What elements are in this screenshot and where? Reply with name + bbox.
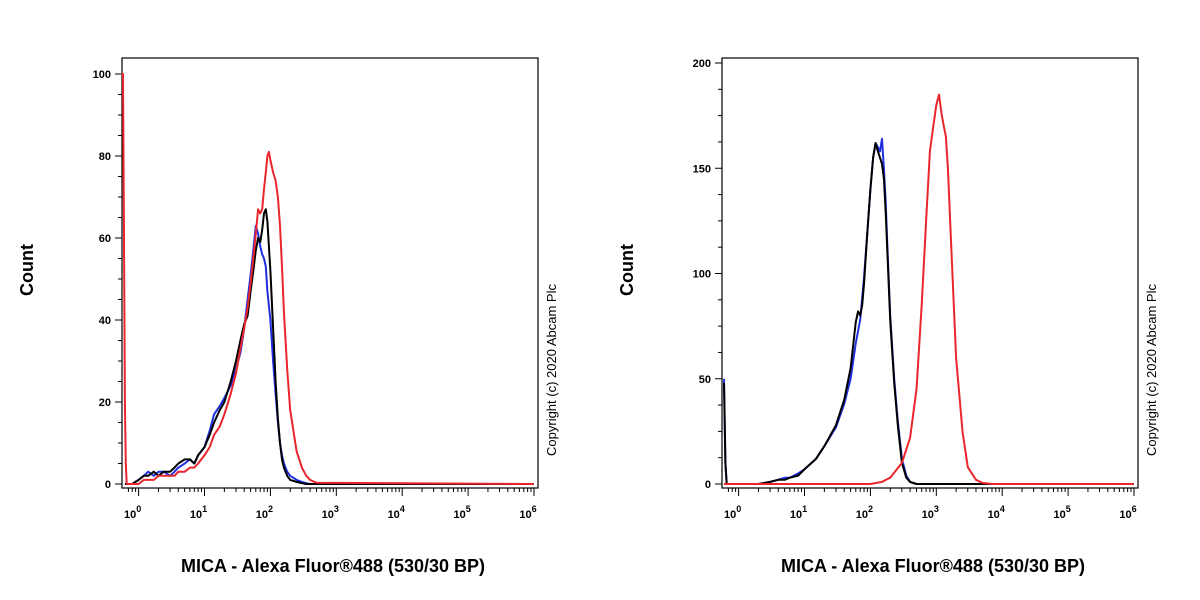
y-ticks: 0 20 40 60 80 100 (93, 69, 122, 491)
y-tick-label: 150 (693, 163, 711, 175)
x-tick-label: 102 (856, 504, 873, 521)
y-tick-label: 60 (99, 233, 111, 245)
x-tick-label: 100 (724, 504, 741, 521)
plot-frame (721, 57, 1139, 489)
series-line-black (124, 208, 534, 485)
series-line-black (723, 142, 1134, 485)
y-tick-label: 200 (693, 58, 711, 70)
y-tick-label: 100 (93, 69, 111, 81)
copyright-annotation: Copyright (c) 2020 Abcam Plc (544, 284, 559, 456)
y-axis-title: Count (617, 244, 637, 296)
y-tick-label: 20 (99, 397, 111, 409)
series-line-blue (124, 224, 534, 485)
x-ticks: 100 101 102 103 104 105 106 (724, 488, 1137, 521)
y-tick-label: 0 (705, 479, 711, 491)
y-tick-label: 80 (99, 151, 111, 163)
x-tick-label: 106 (519, 504, 536, 521)
x-tick-label: 103 (922, 504, 939, 521)
y-axis-title: Count (17, 244, 37, 296)
x-tick-label: 102 (256, 504, 273, 521)
x-tick-label: 106 (1119, 504, 1136, 521)
x-axis-title: MICA - Alexa Fluor®488 (530/30 BP) (781, 556, 1085, 576)
histogram-series (121, 73, 535, 485)
x-tick-label: 104 (988, 504, 1005, 521)
x-tick-label: 101 (790, 504, 807, 521)
series-line-red (121, 73, 535, 485)
plot-frame (121, 57, 539, 489)
chart-right: 0 50 100 150 200 100 101 102 103 104 105 106 Count… (617, 57, 1159, 576)
copyright-annotation: Copyright (c) 2020 Abcam Plc (1144, 284, 1159, 456)
x-tick-label: 105 (1053, 504, 1070, 521)
y-tick-label: 40 (99, 315, 111, 327)
x-tick-label: 100 (124, 504, 141, 521)
y-tick-label: 0 (105, 479, 111, 491)
series-line-blue (723, 137, 1134, 485)
x-tick-label: 105 (453, 504, 470, 521)
chart-left: 0 20 40 60 80 100 100 101 102 103 104 105 106 Count… (17, 57, 559, 576)
x-tick-label: 104 (388, 504, 405, 521)
y-tick-label: 50 (699, 374, 711, 386)
x-ticks: 100 101 102 103 104 105 106 (124, 488, 537, 521)
x-tick-label: 101 (190, 504, 207, 521)
histogram-series (723, 93, 1134, 485)
x-axis-title: MICA - Alexa Fluor®488 (530/30 BP) (181, 556, 485, 576)
series-line-red (724, 93, 1134, 485)
x-tick-label: 103 (322, 504, 339, 521)
y-tick-label: 100 (693, 269, 711, 281)
y-ticks: 0 50 100 150 200 (693, 58, 722, 491)
